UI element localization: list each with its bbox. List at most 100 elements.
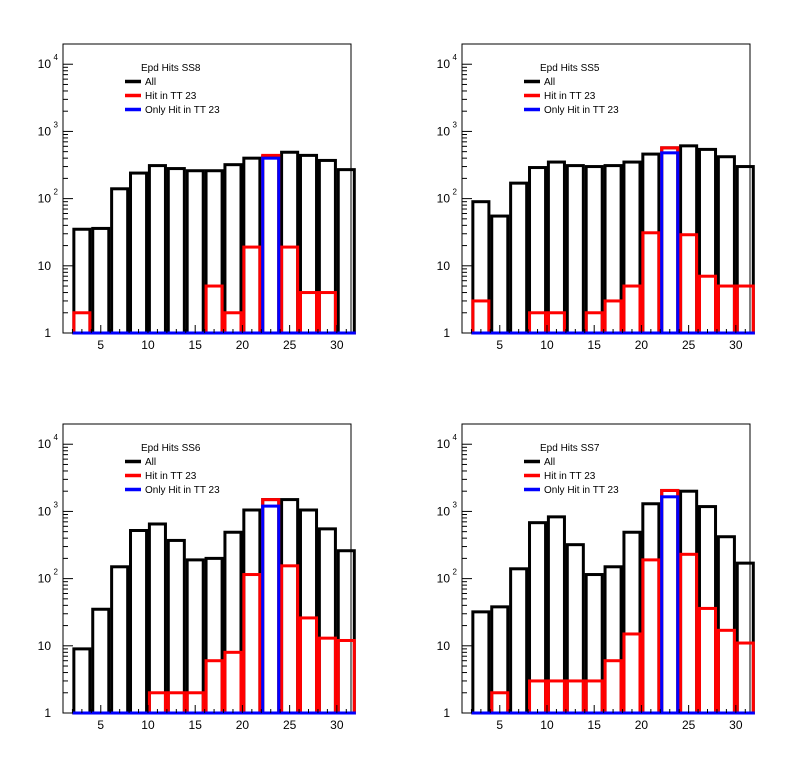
bar-only-hit-bin-23 [660, 495, 680, 715]
bar-hit-bin-29 [716, 628, 736, 715]
legend-entry: Hit in TT 23 [145, 471, 197, 482]
bar-all-bin-15 [185, 558, 205, 715]
y-tick-exponent: 3 [453, 500, 458, 509]
bar-hit-bin-23 [660, 146, 680, 335]
legend-title: Epd Hits SS7 [540, 443, 600, 454]
bar-hit-bin-25 [280, 245, 300, 335]
bar-hit-bin-31 [735, 284, 755, 335]
legend: Epd Hits SS6 All Hit in TT 23 Only Hit in T… [125, 443, 220, 496]
y-tick-label: 1 [443, 706, 450, 720]
legend-entry: Only Hit in TT 23 [145, 485, 220, 496]
legend-entry: Only Hit in TT 23 [145, 105, 220, 116]
bar-all-bin-25 [679, 144, 699, 335]
bar-all-bin-27 [298, 153, 319, 335]
bar-hit-bin-21 [641, 231, 661, 335]
bar-all-bin-29 [716, 535, 736, 715]
bar-hit-bin-23 [261, 498, 281, 715]
bar-all-bin-3 [471, 200, 491, 335]
bar-all-bin-15 [584, 573, 604, 715]
y-tick-exponent: 2 [453, 188, 458, 197]
bar-only-hit-bin-23 [660, 151, 680, 335]
y-tick-label: 1 [443, 326, 450, 340]
bar-all-bin-17 [603, 164, 623, 335]
bar-all-bin-25 [280, 498, 300, 715]
bar-all-bin-7 [509, 181, 529, 335]
x-tick-label: 10 [540, 718, 554, 732]
x-tick-label: 15 [189, 338, 203, 352]
y-tick-label: 10 [38, 259, 52, 273]
bar-all-bin-31 [336, 168, 356, 335]
y-tick-label: 10 [437, 437, 451, 451]
y-tick-exponent: 2 [54, 188, 59, 197]
bar-all-bin-31 [735, 561, 755, 715]
bar-hit-bin-17 [204, 659, 224, 715]
bar-hit-bin-29 [716, 284, 736, 335]
x-tick-label: 15 [588, 718, 602, 732]
bar-all-bin-21 [641, 152, 661, 335]
bar-all-bin-3 [72, 647, 92, 715]
legend: Epd Hits SS7 All Hit in TT 23 Only Hit in T… [524, 443, 619, 496]
y-tick-label: 10 [437, 259, 451, 273]
bar-hit-bin-27 [697, 274, 718, 335]
bar-all-bin-13 [166, 538, 186, 715]
bar-hit-bin-31 [735, 641, 755, 715]
bar-all-bin-29 [317, 527, 337, 715]
x-tick-label: 25 [682, 718, 696, 732]
y-tick-label: 10 [437, 124, 451, 138]
bar-all-bin-7 [509, 567, 529, 715]
bar-hit-bin-19 [622, 632, 642, 715]
bar-hit-bin-17 [204, 284, 224, 335]
x-tick-label: 30 [729, 718, 743, 732]
bar-hit-bin-29 [317, 291, 337, 335]
legend-entry: All [544, 457, 555, 468]
x-tick-label: 10 [141, 718, 155, 732]
bar-all-bin-27 [298, 508, 319, 715]
bar-all-bin-5 [490, 605, 510, 715]
legend-title: Epd Hits SS8 [141, 63, 201, 74]
y-tick-label: 10 [38, 437, 52, 451]
y-tick-exponent: 2 [54, 568, 59, 577]
legend-title: Epd Hits SS5 [540, 63, 600, 74]
bar-hit-bin-25 [280, 564, 300, 715]
y-tick-exponent: 4 [54, 53, 59, 62]
y-tick-label: 10 [38, 639, 52, 653]
bar-hit-bin-23 [261, 153, 281, 335]
legend: Epd Hits SS5 All Hit in TT 23 Only Hit in T… [524, 63, 619, 116]
bar-all-bin-21 [242, 508, 262, 715]
bar-hit-bin-17 [603, 299, 623, 335]
bar-all-bin-11 [147, 522, 167, 715]
x-tick-label: 20 [236, 338, 250, 352]
bar-hit-bin-31 [336, 638, 356, 715]
legend-entry: All [145, 77, 156, 88]
bar-all-bin-17 [204, 556, 224, 715]
legend-entry: Hit in TT 23 [544, 471, 596, 482]
bar-hit-bin-25 [679, 552, 699, 715]
bar-all-bin-9 [528, 166, 548, 335]
x-tick-label: 30 [330, 338, 344, 352]
x-tick-label: 30 [330, 718, 344, 732]
bar-all-bin-23 [660, 146, 680, 335]
x-tick-label: 30 [729, 338, 743, 352]
y-tick-label: 10 [38, 572, 52, 586]
legend: Epd Hits SS8 All Hit in TT 23 Only Hit in T… [125, 63, 220, 116]
legend-entry: All [145, 457, 156, 468]
bar-hit-bin-27 [697, 606, 718, 715]
x-tick-label: 5 [496, 718, 503, 732]
y-tick-label: 10 [437, 572, 451, 586]
bar-all-bin-7 [110, 565, 130, 715]
bar-all-bin-19 [223, 163, 243, 335]
bar-all-bin-23 [261, 498, 281, 715]
bar-all-bin-17 [603, 565, 623, 715]
x-tick-label: 25 [682, 338, 696, 352]
bar-all-bin-19 [622, 160, 642, 335]
bar-hit-bin-19 [622, 284, 642, 335]
bar-hit-bin-25 [679, 233, 699, 335]
bar-only-hit-bin-23 [261, 504, 281, 715]
bar-hit-bin-21 [641, 558, 661, 715]
bar-all-bin-9 [129, 529, 149, 715]
y-tick-exponent: 2 [453, 568, 458, 577]
bar-all-bin-23 [261, 155, 281, 335]
y-tick-exponent: 3 [453, 120, 458, 129]
y-tick-label: 10 [38, 124, 52, 138]
